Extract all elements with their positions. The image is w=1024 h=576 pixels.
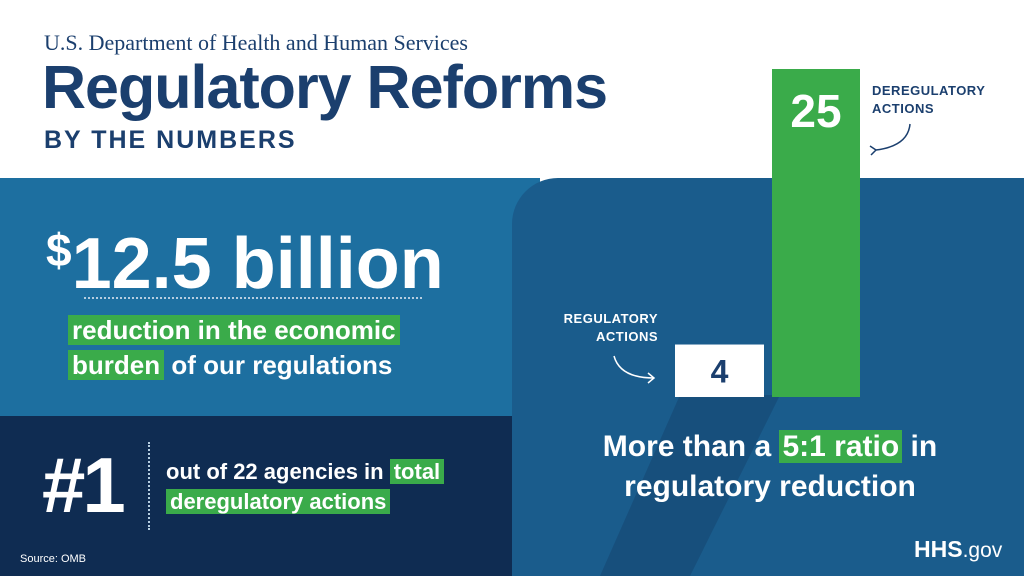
rank-desc-highlight-2: deregulatory actions (166, 489, 391, 514)
ratio-prefix: More than a (602, 430, 772, 463)
deregulatory-bar (772, 69, 860, 397)
deregulatory-label-line2: ACTIONS (872, 101, 934, 116)
deregulatory-label: DEREGULATORY ACTIONS (872, 82, 985, 118)
hhs-logo-text: HHS (914, 536, 963, 562)
reg-arrow-icon (613, 355, 655, 379)
reg-arrowhead-icon (647, 372, 656, 384)
hhs-logo: HHS.gov (914, 536, 1002, 563)
chart-panel (512, 178, 1024, 576)
savings-desc-rest: of our regulations (171, 350, 393, 380)
savings-value: 12.5 billion (71, 224, 444, 304)
ratio-statement: More than a 5:1 ratio in regulatory redu… (570, 427, 970, 507)
savings-description: reduction in the economic burden of our … (68, 313, 400, 383)
rank-desc-highlight-1: total (389, 459, 445, 484)
savings-amount: $12.5 billion (46, 210, 444, 324)
rank-number: #1 (42, 441, 126, 529)
regulatory-label: REGULATORY ACTIONS (540, 310, 658, 346)
rank-description: out of 22 agencies in total deregulatory… (166, 457, 445, 517)
regulatory-value-label: 4 (711, 354, 729, 390)
ratio-line2: regulatory reduction (624, 470, 916, 503)
page-title: Regulatory Reforms (42, 53, 608, 121)
regulatory-label-line2: ACTIONS (596, 329, 658, 344)
regulatory-label-line1: REGULATORY (563, 311, 658, 326)
currency-symbol: $ (46, 224, 72, 276)
ratio-highlight: 5:1 ratio (779, 430, 903, 463)
dereg-arrowhead-icon (869, 145, 878, 156)
deregulatory-value-label: 25 (790, 85, 841, 137)
hhs-logo-domain: .gov (962, 539, 1003, 562)
dereg-arrow-icon (875, 123, 911, 151)
page-subtitle: BY THE NUMBERS (44, 126, 297, 154)
rank-divider (148, 442, 150, 530)
source-note: Source: OMB (20, 553, 87, 565)
savings-desc-highlight-1: reduction in the economic (68, 315, 400, 345)
department-name: U.S. Department of Health and Human Serv… (44, 30, 468, 55)
deregulatory-label-line1: DEREGULATORY (872, 83, 986, 98)
savings-desc-highlight-2: burden (68, 350, 165, 380)
ratio-suffix: in (910, 430, 938, 463)
dotted-divider (84, 297, 422, 299)
rank-desc-plain: out of 22 agencies in (166, 459, 384, 484)
regulatory-bar (675, 344, 764, 397)
